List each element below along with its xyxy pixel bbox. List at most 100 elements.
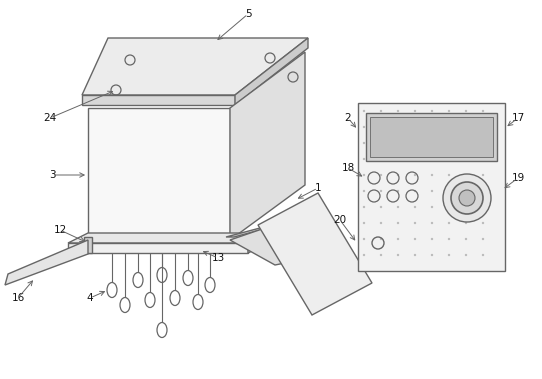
Text: 19: 19: [511, 173, 525, 183]
Circle shape: [414, 142, 416, 144]
Circle shape: [448, 126, 450, 128]
Circle shape: [380, 174, 382, 176]
Text: 1: 1: [315, 183, 321, 193]
Circle shape: [465, 222, 467, 224]
Circle shape: [431, 254, 433, 256]
Polygon shape: [230, 228, 310, 265]
Text: 2: 2: [345, 113, 351, 123]
Circle shape: [414, 238, 416, 240]
Circle shape: [380, 254, 382, 256]
Circle shape: [482, 110, 484, 112]
Circle shape: [482, 206, 484, 208]
Circle shape: [380, 190, 382, 192]
Circle shape: [397, 222, 399, 224]
Circle shape: [459, 190, 475, 206]
Circle shape: [431, 158, 433, 160]
Text: 4: 4: [87, 293, 93, 303]
Circle shape: [380, 158, 382, 160]
Circle shape: [465, 174, 467, 176]
Circle shape: [482, 158, 484, 160]
Circle shape: [380, 110, 382, 112]
Circle shape: [448, 142, 450, 144]
Circle shape: [397, 174, 399, 176]
Polygon shape: [248, 233, 268, 253]
Bar: [358, 103, 505, 271]
Circle shape: [482, 238, 484, 240]
Circle shape: [363, 190, 365, 192]
Circle shape: [448, 190, 450, 192]
Polygon shape: [84, 237, 92, 253]
Circle shape: [414, 254, 416, 256]
Circle shape: [363, 222, 365, 224]
Circle shape: [414, 126, 416, 128]
Circle shape: [431, 110, 433, 112]
Circle shape: [363, 142, 365, 144]
Circle shape: [431, 206, 433, 208]
Circle shape: [448, 222, 450, 224]
Text: 18: 18: [341, 163, 354, 173]
Text: 17: 17: [511, 113, 525, 123]
Circle shape: [431, 142, 433, 144]
Circle shape: [448, 254, 450, 256]
Circle shape: [363, 158, 365, 160]
Circle shape: [465, 190, 467, 192]
Circle shape: [397, 126, 399, 128]
Circle shape: [380, 142, 382, 144]
Bar: [366, 113, 497, 161]
Circle shape: [414, 158, 416, 160]
Circle shape: [431, 222, 433, 224]
Circle shape: [380, 206, 382, 208]
Circle shape: [482, 174, 484, 176]
Circle shape: [482, 126, 484, 128]
Circle shape: [414, 206, 416, 208]
Polygon shape: [82, 95, 235, 105]
Circle shape: [451, 182, 483, 214]
Circle shape: [431, 238, 433, 240]
Polygon shape: [68, 243, 248, 253]
Text: 20: 20: [333, 215, 346, 225]
Circle shape: [443, 174, 491, 222]
Circle shape: [397, 238, 399, 240]
Circle shape: [465, 254, 467, 256]
Circle shape: [448, 158, 450, 160]
Circle shape: [363, 206, 365, 208]
Bar: [370, 117, 493, 157]
Circle shape: [465, 206, 467, 208]
Circle shape: [414, 174, 416, 176]
Circle shape: [431, 190, 433, 192]
Polygon shape: [230, 52, 305, 240]
Text: 24: 24: [43, 113, 56, 123]
Circle shape: [380, 222, 382, 224]
Circle shape: [380, 238, 382, 240]
Circle shape: [448, 206, 450, 208]
Text: 12: 12: [53, 225, 67, 235]
Circle shape: [431, 174, 433, 176]
Circle shape: [397, 190, 399, 192]
Circle shape: [465, 110, 467, 112]
Circle shape: [465, 142, 467, 144]
Circle shape: [363, 174, 365, 176]
Circle shape: [448, 110, 450, 112]
Circle shape: [414, 110, 416, 112]
Circle shape: [465, 158, 467, 160]
Polygon shape: [88, 108, 230, 240]
Circle shape: [482, 254, 484, 256]
Circle shape: [397, 254, 399, 256]
Polygon shape: [258, 193, 372, 315]
Text: 5: 5: [244, 9, 251, 19]
Circle shape: [482, 190, 484, 192]
Circle shape: [414, 222, 416, 224]
Polygon shape: [5, 240, 88, 285]
Circle shape: [482, 142, 484, 144]
Circle shape: [397, 110, 399, 112]
Circle shape: [482, 222, 484, 224]
Circle shape: [380, 126, 382, 128]
Circle shape: [363, 110, 365, 112]
Polygon shape: [226, 228, 268, 237]
Polygon shape: [235, 38, 308, 105]
Text: 3: 3: [49, 170, 55, 180]
Circle shape: [448, 238, 450, 240]
Circle shape: [465, 238, 467, 240]
Circle shape: [397, 142, 399, 144]
Circle shape: [397, 158, 399, 160]
